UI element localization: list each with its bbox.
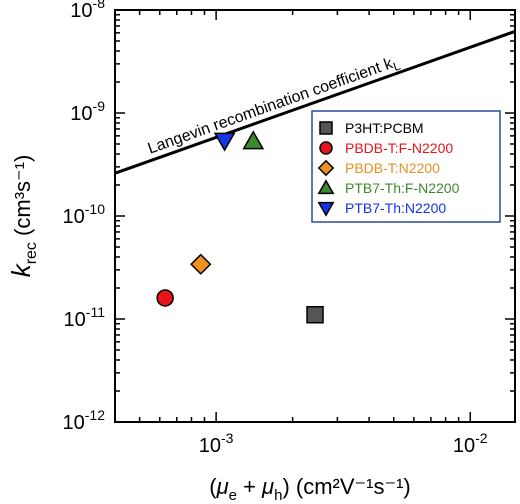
data-markers <box>156 130 324 324</box>
data-point-triangle-down <box>213 132 236 152</box>
y-tick-label: 10-10 <box>63 201 106 228</box>
langevin-line <box>115 29 515 175</box>
legend-label: PTB7-Th:N2200 <box>345 200 446 216</box>
legend-marker-diamond <box>317 159 335 177</box>
legend-label: PBDB-T:N2200 <box>345 160 440 176</box>
y-tick-label: 10-12 <box>63 407 106 434</box>
langevin-line-group <box>115 29 515 175</box>
legend: P3HT:PCBM PBDB-T:F-N2200 PBDB-T:N2200 PTB7-… <box>311 110 501 223</box>
legend-marker-square <box>319 121 333 135</box>
y-tick-label: 10-11 <box>64 304 106 331</box>
legend-box <box>311 110 501 223</box>
x-tick-label: 10-3 <box>199 430 234 457</box>
data-point-triangle-up <box>242 130 265 150</box>
legend-label: P3HT:PCBM <box>345 120 424 136</box>
legend-marker-circle <box>319 141 333 155</box>
x-axis-label: (μe + μh) (cm²V⁻¹s⁻¹) <box>209 474 411 504</box>
legend-marker-triangle-up <box>317 179 335 195</box>
legend-marker-triangle-down <box>317 201 335 217</box>
y-tick-label: 10-9 <box>70 98 105 125</box>
data-point-circle <box>156 289 174 307</box>
legend-label: PBDB-T:F-N2200 <box>345 140 453 156</box>
axis-ticks <box>114 9 515 423</box>
x-tick-label: 10-2 <box>453 430 488 457</box>
data-point-diamond <box>190 253 212 275</box>
legend-label: PTB7-Th:F-N2200 <box>345 180 460 196</box>
data-point-square <box>306 305 324 324</box>
y-axis-label: krec (cm³s⁻¹) <box>6 155 40 278</box>
tick-labels: 10-3 10-2 10-12 10-11 10-10 10-9 10-8 <box>63 0 488 457</box>
y-tick-label: 10-8 <box>70 0 105 22</box>
